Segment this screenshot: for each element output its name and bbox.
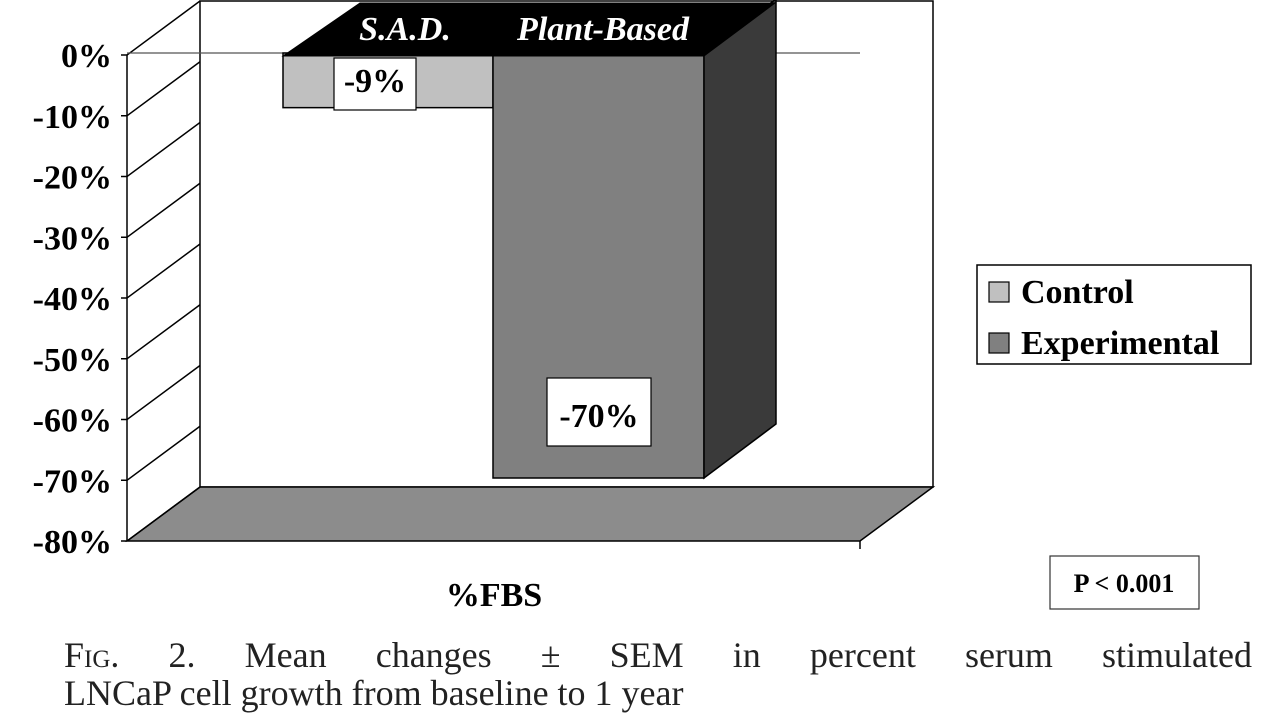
category-label-sad: S.A.D. [359,11,451,48]
grid-line [126,182,201,238]
data-label-control-box [333,57,417,111]
grid-line [126,243,201,299]
grid-line [126,121,201,178]
data-label-experimental-box [546,377,652,447]
data-label-control: -9% [344,63,406,100]
legend-swatch-control [988,281,1010,303]
grid-line [126,61,201,117]
legend-label-control: Control [1021,274,1134,311]
p-value-label: P < 0.001 [1074,569,1175,598]
legend-swatch-experimental [988,332,1010,354]
grid-line [126,0,201,56]
y-tick-label: -10% [33,99,112,136]
y-tick-label: 0% [61,38,112,75]
y-tick-label: -20% [33,160,112,197]
y-tick-label: -60% [33,403,112,440]
category-label-plant-based: Plant-Based [516,11,690,48]
x-axis-label: %FBS [446,577,542,614]
figure-caption: Fig. 2. Mean changes ± SEM in percent se… [64,636,1252,712]
legend-label-experimental: Experimental [1021,325,1219,362]
caption-fig-prefix: Fig. [64,635,120,675]
chart-floor [124,486,936,542]
y-tick-label: -70% [33,463,112,500]
bar-top-header [281,2,777,57]
grid-line [126,364,201,421]
grid-line [126,425,201,481]
grid-line [126,486,201,542]
data-label-experimental: -70% [559,398,638,435]
y-tick-label: -40% [33,281,112,318]
grid-line [126,304,201,360]
y-tick-label: -80% [33,524,112,561]
p-value-box [1049,555,1200,610]
legend-box [976,264,1252,365]
y-tick-label: -50% [33,342,112,379]
bar-experimental-plant-based-side [703,0,777,480]
y-tick-label: -30% [33,220,112,257]
caption-line-2: LNCaP cell growth from baseline to 1 yea… [64,673,684,713]
caption-line-1: 2. Mean changes ± SEM in percent serum s… [168,635,1253,675]
